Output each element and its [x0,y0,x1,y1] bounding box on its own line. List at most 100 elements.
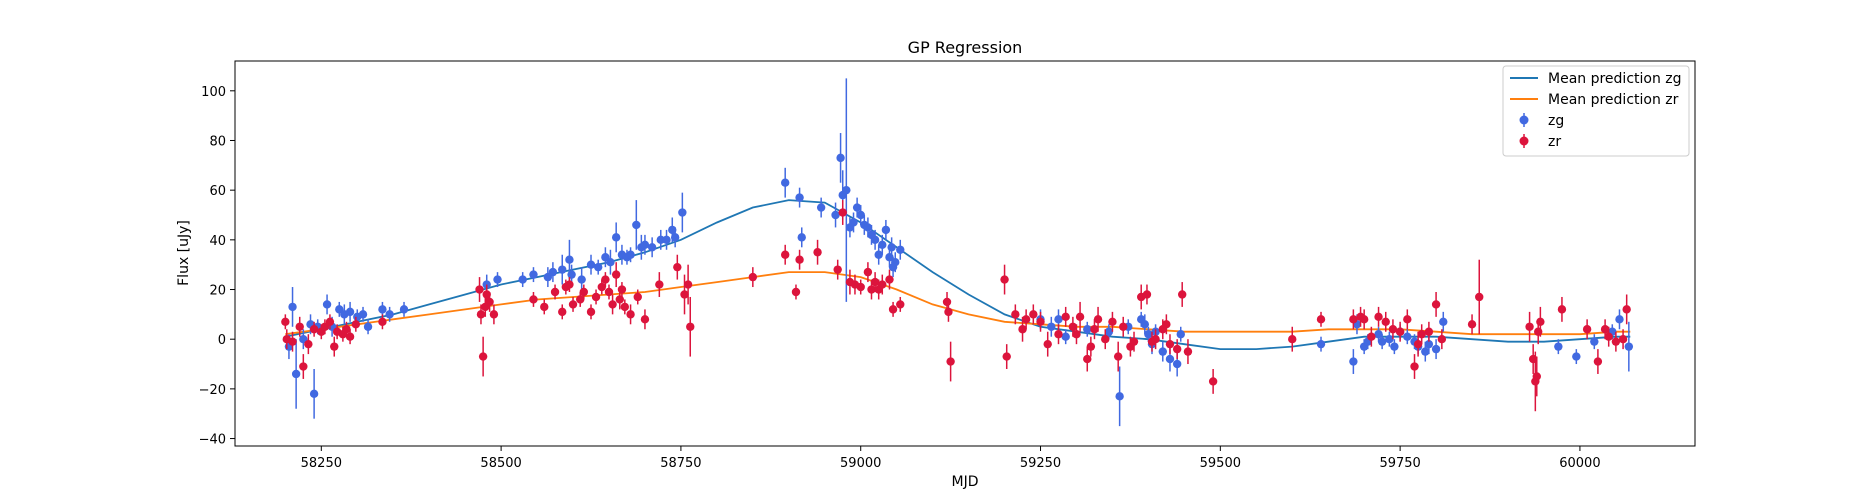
y-tick-label: −40 [199,433,226,448]
y-tick-label: −20 [199,383,226,398]
data-point-zg [836,153,845,163]
data-point-zr [888,305,898,314]
data-point-zr [633,292,642,302]
y-tick-label: 100 [201,85,226,100]
plot-area [281,78,1634,427]
data-point-zg [1144,330,1153,339]
data-point-zr [1183,347,1193,356]
data-point-zr [579,287,589,297]
data-point-zr [896,300,905,309]
legend-box [1502,65,1690,157]
data-point-zr [942,297,952,307]
data-point-zg [1165,354,1175,364]
x-tick-label: 58500 [480,456,521,471]
data-point-zg [849,218,858,227]
data-point-zr [1054,330,1063,339]
data-point-zg [1176,330,1185,339]
y-tick-label: 0 [218,333,226,348]
data-point-zg [1390,342,1399,351]
data-point-zr [485,297,494,307]
x-tick-label: 59000 [840,456,881,471]
y-tick-label: 40 [209,234,226,249]
data-point-zr [601,275,610,284]
data-point-zg [345,307,355,317]
data-point-zr [576,295,585,304]
data-point-zr [1593,357,1603,366]
data-point-zg [1403,332,1412,341]
data-point-zr [1119,322,1128,331]
data-point-zg [378,305,387,314]
data-point-zr [885,275,894,284]
data-point-zr [1083,354,1092,364]
data-point-zg [558,265,567,274]
data-point-zg [1554,342,1563,351]
data-point-zr [1208,377,1218,386]
data-point-zg [856,210,865,220]
x-tick-label: 58250 [301,456,342,471]
series-zr [281,200,1631,412]
data-point-zr [299,362,308,371]
data-point-zr [1534,327,1543,336]
data-point-zg [1439,317,1448,327]
legend-marker-zg [1519,115,1529,125]
data-point-zg [656,235,665,245]
data-point-zr [1582,325,1592,334]
data-point-zg [874,250,883,259]
series-zg [284,78,1634,427]
data-point-zr [680,290,689,299]
data-point-zg [863,223,873,232]
data-point-zg [529,270,538,279]
data-point-zg [1349,357,1358,366]
data-point-zg [1140,320,1150,329]
y-axis-label: Flux [uJy] [176,220,192,286]
data-point-zg [1158,347,1167,356]
data-point-zr [1093,315,1103,324]
data-point-zg [1590,337,1599,346]
data-point-zr [813,248,822,257]
legend-marker-zr [1519,136,1529,146]
data-point-zr [626,310,635,319]
data-point-zg [647,243,657,252]
data-point-zr [1108,317,1117,327]
data-point-zr [475,285,484,294]
data-point-zg [1054,315,1063,324]
x-tick-label: 59750 [1379,456,1420,471]
data-point-zr [946,357,955,366]
data-point-zg [309,389,319,399]
data-point-zg [878,240,887,250]
data-point-zg [881,225,891,235]
data-point-zr [558,307,567,317]
y-axis: −40 −20 0 20 40 60 80 100 [199,85,235,448]
x-axis-label: MJD [952,474,979,490]
data-point-zr [1000,275,1009,284]
data-point-zr [1151,334,1160,344]
legend-label-zg-line: Mean prediction zg [1548,71,1682,87]
data-point-zr [1002,352,1011,361]
data-point-zr [597,282,606,292]
data-point-zr [1072,330,1081,339]
data-point-zr [1622,305,1631,314]
x-axis: 58250 58500 58750 59000 59250 59500 59750 60000 [301,446,1601,471]
data-point-zr [604,287,614,297]
data-point-zr [863,267,873,277]
data-point-zg [1424,339,1434,349]
data-point-zr [529,295,538,304]
data-point-zr [489,310,499,319]
data-point-zr [1417,330,1426,339]
data-point-zr [1021,315,1031,324]
data-point-zr [565,280,574,289]
data-point-zg [493,275,502,284]
data-point-zr [1604,332,1613,341]
data-point-zg [632,220,641,230]
data-point-zr [1557,305,1567,314]
data-point-zg [842,185,851,195]
y-tick-label: 20 [209,284,226,299]
data-point-zg [1047,322,1056,331]
data-point-zr [1431,300,1441,309]
data-point-zr [482,290,491,299]
data-point-zg [1377,337,1387,346]
data-point-zr [617,285,627,294]
data-point-zr [1165,339,1175,349]
data-point-zg [358,310,368,319]
